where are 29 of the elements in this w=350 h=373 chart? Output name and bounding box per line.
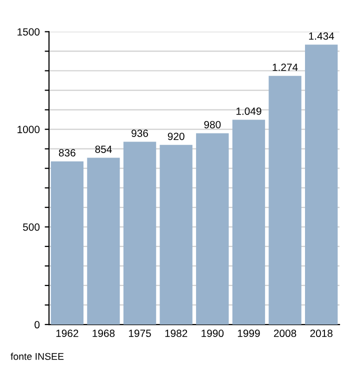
x-tick-label: 2008 xyxy=(274,330,296,338)
bar xyxy=(268,76,302,325)
bar xyxy=(50,161,84,325)
x-tick-label: 1975 xyxy=(128,330,151,338)
bar xyxy=(123,142,156,325)
data-label: 854 xyxy=(95,146,112,153)
data-label: 920 xyxy=(168,132,184,140)
data-label: 1.434 xyxy=(309,32,334,40)
bar xyxy=(232,120,266,325)
x-tick-label: 1962 xyxy=(56,330,78,338)
bar xyxy=(305,44,338,325)
x-tick-label: 1982 xyxy=(165,330,188,338)
bar xyxy=(160,144,192,325)
data-label: 1.274 xyxy=(272,64,298,71)
source-note: fonte INSEE xyxy=(10,352,64,360)
y-tick-label: 1000 xyxy=(18,126,40,134)
x-tick-label: 1990 xyxy=(202,330,224,338)
y-tick-label: 1500 xyxy=(18,28,40,36)
data-label: 836 xyxy=(58,149,76,156)
bar xyxy=(196,133,229,325)
x-tick-label: 1999 xyxy=(238,330,260,338)
x-tick-label: 2018 xyxy=(310,330,332,338)
y-tick-label: 0 xyxy=(34,321,40,328)
data-label: 936 xyxy=(132,130,148,137)
data-label: 980 xyxy=(204,121,221,128)
y-tick-label: 500 xyxy=(23,223,40,231)
data-label: 1.049 xyxy=(236,108,262,115)
x-tick-label: 1968 xyxy=(92,330,115,338)
bar xyxy=(87,158,120,325)
